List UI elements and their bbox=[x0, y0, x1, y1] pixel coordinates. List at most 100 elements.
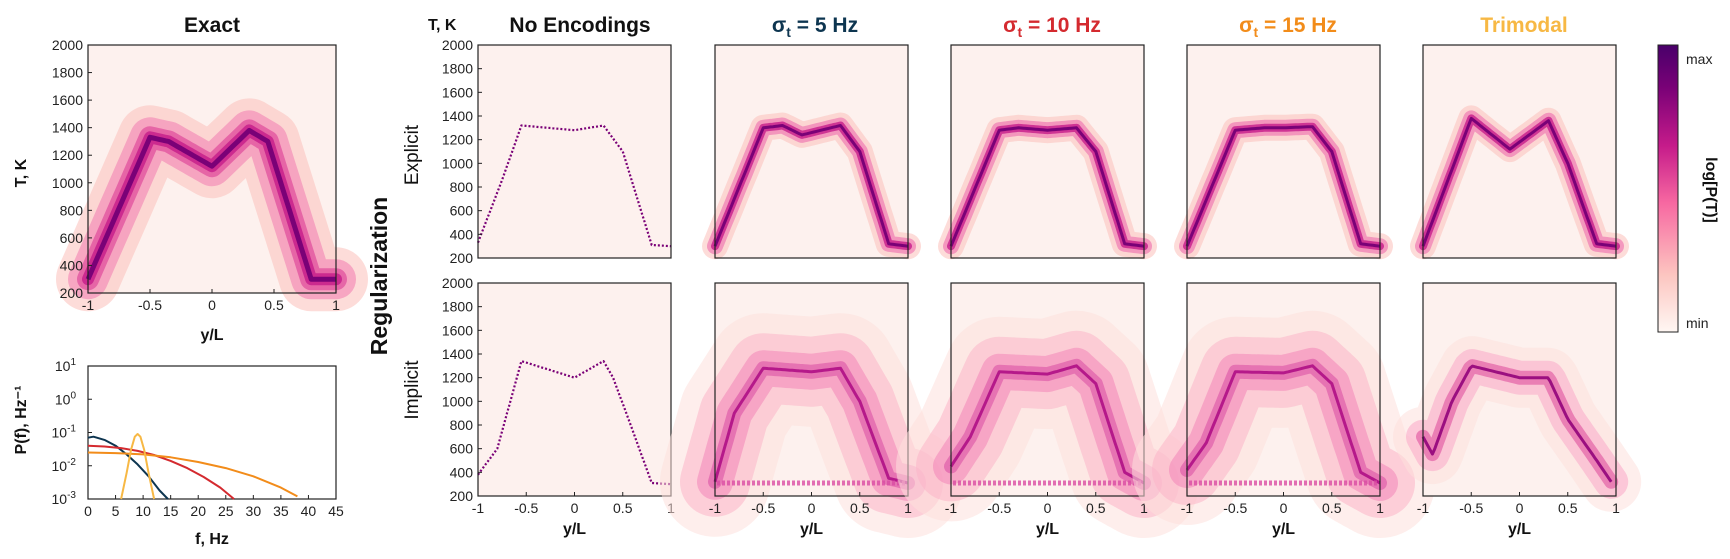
psd-xtick-label: 10 bbox=[135, 503, 151, 519]
implicit-no-encodings-panel-xtick-label: 0 bbox=[571, 500, 579, 516]
explicit-sigma-15-panel-frame bbox=[1186, 44, 1381, 259]
explicit-sigma-5-panel-frame bbox=[714, 44, 909, 259]
implicit-trimodal-panel-xtick-label: 1 bbox=[1612, 500, 1620, 516]
implicit-sigma-15-panel-mode-line bbox=[1185, 364, 1381, 485]
implicit-sigma-10-panel-xtick-label: 1 bbox=[1140, 500, 1148, 516]
explicit-no-encodings-panel-ytick-label: 1000 bbox=[442, 155, 473, 171]
psd-xtick-label: 25 bbox=[218, 503, 234, 519]
psd-xtick-label: 20 bbox=[190, 503, 206, 519]
exact-panel-ytick-label: 2000 bbox=[52, 37, 83, 53]
explicit-sigma-5-panel bbox=[702, 44, 921, 260]
implicit-no-encodings-panel-ytick-label: 1600 bbox=[442, 322, 473, 338]
implicit-sigma-5-panel-mode-line bbox=[713, 366, 909, 485]
exact-panel-xtick-label: 0.5 bbox=[264, 297, 284, 313]
explicit-trimodal-panel-mode-line bbox=[1421, 116, 1617, 248]
implicit-no-encodings-panel-xlabel: y/L bbox=[563, 521, 586, 538]
implicit-trimodal-panel-xtick-label: 0 bbox=[1516, 500, 1524, 516]
implicit-sigma-10-panel-xlabel: y/L bbox=[1036, 521, 1059, 538]
exact-panel-ytick-label: 600 bbox=[60, 230, 84, 246]
implicit-sigma-10-panel-xtick-label: 0 bbox=[1044, 500, 1052, 516]
psd-ytick-label: 10-3 bbox=[52, 490, 77, 507]
explicit-no-encodings-panel-frame bbox=[477, 44, 672, 259]
implicit-trimodal-panel: -1 -0.5 0 0.5 1 y/L bbox=[1393, 282, 1642, 538]
title-sigma-15: σt = 15 Hz bbox=[1239, 14, 1337, 40]
psd-panel-frame bbox=[87, 365, 337, 500]
implicit-no-encodings-panel-ytick-label: 1800 bbox=[442, 299, 473, 315]
explicit-no-encodings-panel-ytick-label: 2000 bbox=[442, 37, 473, 53]
title-sigma-10: σt = 10 Hz bbox=[1003, 14, 1101, 40]
psd-xtick-label: 0 bbox=[84, 503, 92, 519]
explicit-sigma-10-panel bbox=[938, 44, 1157, 260]
exact-x-label: y/L bbox=[200, 327, 223, 344]
implicit-no-encodings-panel-ytick-label: 1000 bbox=[442, 393, 473, 409]
psd-xtick-label: 45 bbox=[328, 503, 344, 519]
implicit-sigma-10-panel-xtick-label: -0.5 bbox=[987, 500, 1011, 516]
explicit-sigma-10-panel-mode-line bbox=[949, 126, 1145, 248]
exact-panel-ytick-label: 200 bbox=[60, 285, 84, 301]
exact-panel-ytick-label: 1400 bbox=[52, 120, 83, 136]
t-axis-label-top: T, K bbox=[428, 17, 457, 34]
implicit-sigma-15-panel-xtick-label: 0 bbox=[1280, 500, 1288, 516]
row-label-implicit: Implicit bbox=[402, 360, 423, 420]
exact-panel-ytick-label: 1600 bbox=[52, 92, 83, 108]
implicit-sigma-10-panel-xtick-label: 0.5 bbox=[1086, 500, 1106, 516]
explicit-trimodal-panel bbox=[1410, 44, 1629, 260]
psd-panel: 0 5 10 15 20 25 30 35 40 45 10-3 10-2 10-1 100 101 bbox=[52, 357, 344, 519]
title-trimodal: Trimodal bbox=[1480, 14, 1568, 37]
explicit-no-encodings-panel-ytick-label: 1600 bbox=[442, 84, 473, 100]
implicit-sigma-5-panel-xtick-label: 0.5 bbox=[850, 500, 870, 516]
row-label-explicit: Explicit bbox=[402, 124, 423, 185]
implicit-sigma-15-panel-xtick-label: 0.5 bbox=[1322, 500, 1342, 516]
psd-ytick-label: 10-2 bbox=[52, 457, 77, 474]
implicit-trimodal-panel-xtick-label: -0.5 bbox=[1459, 500, 1483, 516]
implicit-no-encodings-panel-background bbox=[478, 283, 671, 496]
explicit-no-encodings-panel: 200 400 600 800 1000 1200 1400 1600 1800 2000 bbox=[442, 37, 672, 266]
explicit-no-encodings-panel-background bbox=[478, 45, 671, 258]
implicit-no-encodings-panel-xtick-label: 0.5 bbox=[613, 500, 633, 516]
implicit-sigma-15-panel-xtick-label: -1 bbox=[1181, 500, 1194, 516]
implicit-no-encodings-panel-ytick-label: 400 bbox=[450, 464, 474, 480]
exact-panel-xtick-label: -0.5 bbox=[138, 297, 162, 313]
explicit-sigma-10-panel-frame bbox=[950, 44, 1145, 259]
explicit-no-encodings-panel-ytick-label: 600 bbox=[450, 203, 474, 219]
implicit-no-encodings-panel-mode-line bbox=[477, 360, 672, 486]
exact-panel: -1 -0.5 0 0.5 120040060080010001200140016001… bbox=[52, 37, 368, 313]
explicit-no-encodings-panel-ytick-label: 1400 bbox=[442, 108, 473, 124]
implicit-sigma-10-panel-mode-line bbox=[949, 364, 1145, 485]
explicit-no-encodings-panel-ytick-label: 800 bbox=[450, 179, 474, 195]
implicit-no-encodings-panel-ytick-label: 1200 bbox=[442, 370, 473, 386]
colorbar-max: max bbox=[1686, 51, 1712, 67]
psd-xtick-label: 35 bbox=[273, 503, 289, 519]
explicit-no-encodings-panel-ytick-label: 200 bbox=[450, 250, 474, 266]
psd-ytick-label: 10-1 bbox=[52, 424, 77, 441]
implicit-no-encodings-panel-ytick-label: 600 bbox=[450, 441, 474, 457]
regularization-label: Regularization bbox=[366, 197, 392, 355]
implicit-sigma-10-panel-xtick-label: -1 bbox=[945, 500, 958, 516]
explicit-trimodal-panel-frame bbox=[1422, 44, 1617, 259]
implicit-trimodal-panel-mode-line bbox=[1421, 364, 1613, 483]
implicit-sigma-15-panel-xtick-label: 1 bbox=[1376, 500, 1384, 516]
psd-xtick-label: 15 bbox=[163, 503, 179, 519]
title-sigma-5: σt = 5 Hz bbox=[772, 14, 858, 40]
psd-ytick-label: 101 bbox=[55, 357, 77, 374]
implicit-sigma-15-panel-xtick-label: -0.5 bbox=[1223, 500, 1247, 516]
psd-series-2 bbox=[87, 451, 298, 498]
colorbar bbox=[1657, 44, 1679, 333]
psd-series-1 bbox=[87, 444, 235, 500]
implicit-trimodal-panel-xlabel: y/L bbox=[1508, 521, 1531, 538]
title-no-encodings: No Encodings bbox=[509, 14, 650, 37]
colorbar-label: log[P(T)] bbox=[1702, 157, 1719, 223]
psd-xtick-label: 5 bbox=[112, 503, 120, 519]
implicit-no-encodings-panel: 200 400 600 800 1000 1200 1400 1600 1800 2000 -1 -0… bbox=[442, 275, 675, 538]
exact-panel-ytick-label: 400 bbox=[60, 257, 84, 273]
psd-x-label: f, Hz bbox=[195, 531, 229, 548]
exact-panel-ytick-label: 1200 bbox=[52, 147, 83, 163]
exact-panel-xtick-label: 0 bbox=[208, 297, 216, 313]
implicit-no-encodings-panel-ytick-label: 800 bbox=[450, 417, 474, 433]
implicit-no-encodings-panel-ytick-label: 200 bbox=[450, 488, 474, 504]
implicit-no-encodings-panel-ytick-label: 1400 bbox=[442, 346, 473, 362]
psd-ytick-label: 100 bbox=[55, 390, 77, 407]
explicit-sigma-5-panel-mode-line bbox=[713, 124, 909, 248]
colorbar-min: min bbox=[1686, 315, 1709, 331]
